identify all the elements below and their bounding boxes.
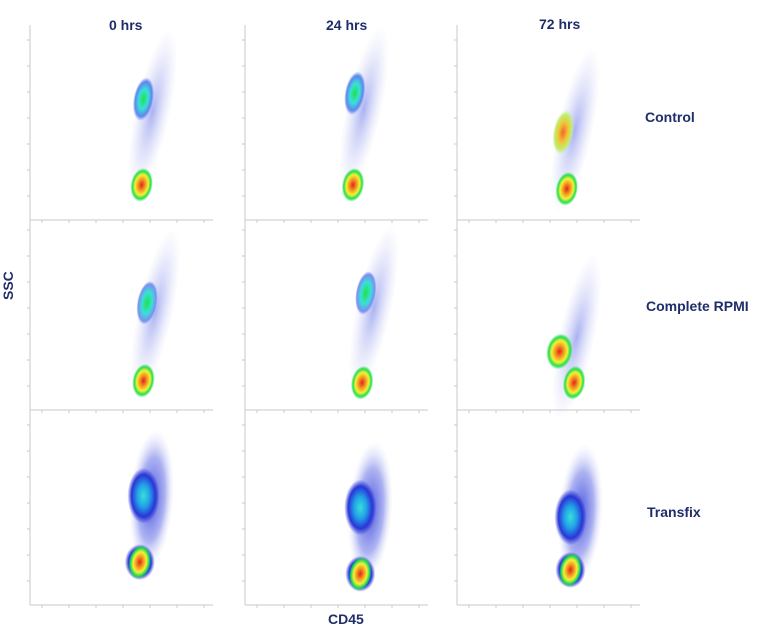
population-upper-cluster (127, 467, 160, 524)
row-label-complete-rpmi: Complete RPMI (646, 298, 749, 314)
panel-2-1 (242, 410, 428, 608)
population-lower-cluster (350, 365, 374, 400)
panel-1-2 (454, 215, 640, 421)
y-axis-label: SSC (0, 271, 16, 300)
density-haze (127, 28, 178, 196)
panel-0-1 (242, 25, 428, 223)
population-lower-cluster (341, 168, 365, 202)
density-haze (130, 228, 181, 395)
column-label-72-hrs: 72 hrs (539, 16, 581, 32)
population-upper-cluster (552, 110, 574, 154)
population-upper-cluster (355, 271, 377, 315)
population-upper-cluster (132, 77, 155, 121)
panel-0-2 (454, 25, 640, 223)
density-haze (338, 25, 389, 193)
panel-0-0 (27, 25, 213, 223)
x-axis-label: CD45 (328, 611, 364, 627)
population-lower-cluster (562, 365, 586, 400)
population-upper-cluster (344, 71, 366, 115)
population-upper-cluster (344, 479, 377, 536)
population-lower-cluster (130, 168, 153, 202)
population-left-cluster (546, 333, 573, 370)
row-label-transfix: Transfix (647, 504, 701, 520)
density-haze (550, 47, 600, 214)
population-lower-cluster (349, 556, 372, 591)
population-lower-cluster (128, 545, 152, 579)
column-label-24-hrs: 24 hrs (326, 17, 368, 33)
panel-2-2 (454, 410, 640, 608)
population-lower-cluster (555, 171, 579, 206)
density-haze (349, 224, 399, 392)
population-upper-cluster (136, 281, 158, 325)
panel-2-0 (27, 410, 213, 608)
population-upper-cluster (554, 489, 587, 546)
panel-1-1 (242, 215, 428, 413)
column-label-0-hrs: 0 hrs (109, 17, 143, 33)
population-lower-cluster (132, 363, 155, 398)
panel-1-0 (27, 215, 213, 413)
population-lower-cluster (559, 553, 582, 587)
row-label-control: Control (645, 109, 695, 125)
